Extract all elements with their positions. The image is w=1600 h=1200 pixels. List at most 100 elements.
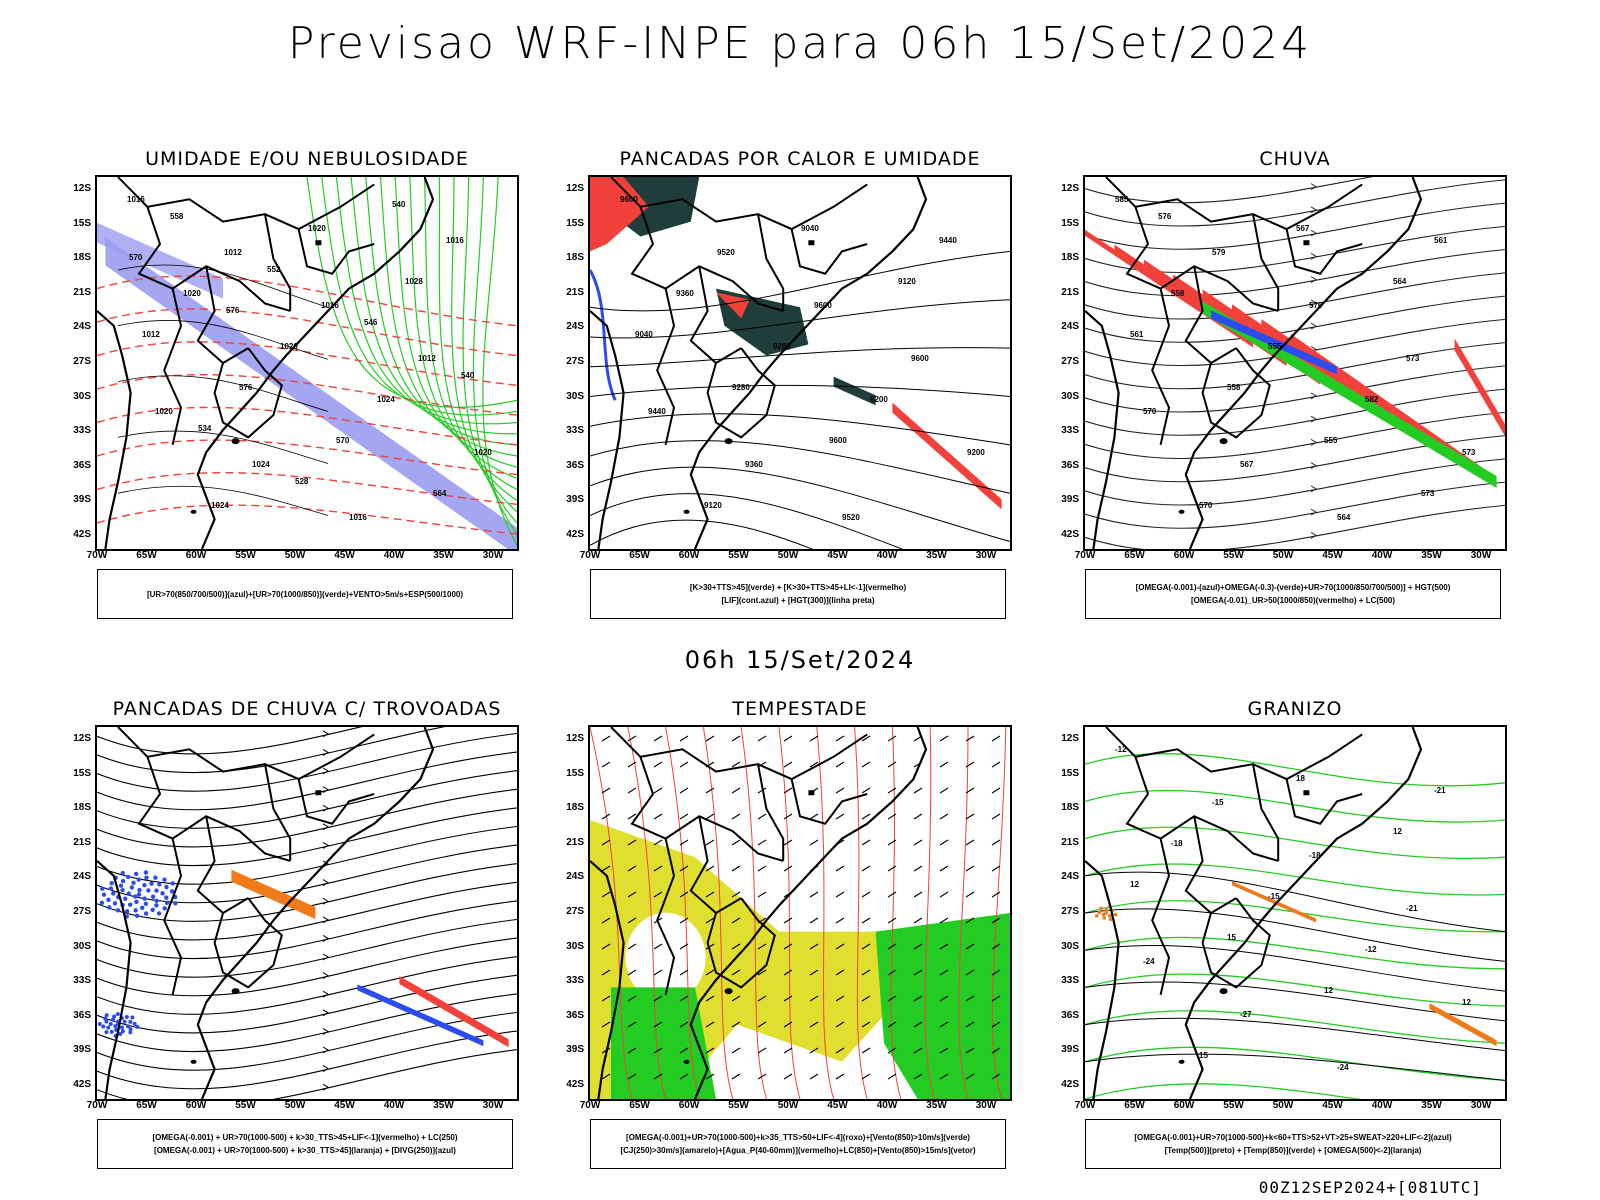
contour-label: 1024 [377, 395, 395, 404]
lat-tick-label: 39S [566, 1044, 584, 1056]
lat-tick-label: 15S [1061, 767, 1079, 779]
panel-title: PANCADAS DE CHUVA C/ TROVOADAS [112, 698, 502, 720]
contour-label: -12 [1365, 945, 1377, 954]
lat-tick-label: 12S [1061, 733, 1079, 744]
contour-label: 1024 [211, 501, 229, 510]
map-granizo: -12 -15 -18 -21 -24 -27 -24 -21 -18 -15 -12 12 15 18 1… [1083, 725, 1507, 1101]
lon-tick-label: 55W [1223, 1100, 1244, 1111]
lat-tick-label: 30S [73, 940, 91, 952]
contour-label: 1020 [308, 224, 326, 233]
legend-line: [OMEGA(-0.001)+UR>70(1000-500)+k>35_TTS>… [626, 1133, 970, 1142]
legend-line: [Temp(500)](preto) + [Temp(850)](verde) … [1164, 1146, 1422, 1155]
lon-tick-label: 65W [136, 1100, 157, 1111]
lon-tick-label: 35W [926, 1100, 947, 1111]
lat-tick-label: 30S [566, 940, 584, 952]
map-canvas: 9600 9520 9600 9600 9440 9360 9520 9440 9360 9280… [590, 177, 1010, 549]
contour-label: 561 [1130, 330, 1144, 339]
map-canvas: 1016 1012 1016 1012 1020 1024 1016 1016 1020 1020… [97, 177, 517, 549]
map-canvas [97, 727, 517, 1099]
lat-tick-label: 36S [73, 1009, 91, 1021]
lat-tick-label: 33S [1061, 975, 1079, 987]
lon-tick-label: 45W [1322, 1100, 1343, 1111]
lat-tick-label: 21S [1061, 286, 1079, 298]
lon-tick-label: 45W [334, 550, 355, 561]
lat-tick-label: 36S [566, 1009, 584, 1021]
map-canvas: 585 579 576 573 570 567 564 561 558 555 582 573 570 5… [1085, 177, 1505, 549]
lon-tick-label: 45W [1322, 550, 1343, 561]
map-canvas: -12 -15 -18 -21 -24 -27 -24 -21 -18 -15 -12 12 15 18 1… [1085, 727, 1505, 1099]
panel-title: TEMPESTADE [732, 698, 868, 720]
contour-label: 9200 [870, 395, 888, 404]
lat-tick-label: 36S [73, 459, 91, 471]
panel-title: UMIDADE E/OU NEBULOSIDADE [145, 148, 469, 170]
legend-line: [OMEGA(-0.001) + UR>70(1000-500) + k>30_… [152, 1133, 458, 1142]
lon-tick-label: 45W [334, 1100, 355, 1111]
lat-tick-label: 30S [73, 390, 91, 402]
contour-label: 1016 [321, 301, 339, 310]
lat-tick-label: 30S [566, 390, 584, 402]
contour-label: 1016 [127, 195, 145, 204]
lat-tick-label: 39S [1061, 1044, 1079, 1056]
contour-label: 9440 [648, 407, 666, 416]
contour-label: 576 [239, 383, 253, 392]
contour-label: 585 [1115, 195, 1129, 204]
contour-label: 582 [1365, 395, 1379, 404]
contour-label: 555 [1268, 342, 1282, 351]
lat-tick-label: 33S [73, 425, 91, 437]
lat-tick-label: 30S [1061, 940, 1079, 952]
lon-tick-label: 30W [975, 1100, 997, 1111]
lat-tick-label: 18S [73, 802, 91, 814]
lat-tick-label: 24S [566, 321, 584, 333]
contour-label: 9520 [717, 248, 735, 257]
lat-tick-label: 12S [73, 183, 91, 194]
lat-tick-label: 24S [73, 871, 91, 883]
contour-label: -18 [1171, 839, 1183, 848]
lat-tick-label: 15S [1061, 217, 1079, 229]
lon-tick-label: 65W [136, 550, 157, 561]
contour-label: 1012 [142, 330, 160, 339]
contour-label: 12 [1130, 880, 1139, 889]
lat-tick-label: 21S [73, 836, 91, 848]
lat-tick-label: 15S [566, 217, 584, 229]
lat-tick-label: 27S [73, 356, 91, 367]
lat-tick-label: 18S [566, 802, 584, 814]
lon-tick-label: 65W [1124, 550, 1145, 561]
contour-label: 573 [1421, 489, 1435, 498]
lat-tick-label: 39S [566, 494, 584, 506]
lon-tick-label: 60W [185, 550, 207, 561]
lon-tick-label: 60W [1173, 550, 1195, 561]
lon-tick-label: 70W [1074, 1100, 1096, 1111]
lon-tick-label: 65W [1124, 1100, 1145, 1111]
contour-label: 15 [1227, 933, 1236, 942]
lat-tick-label: 21S [566, 286, 584, 298]
lat-tick-label: 27S [1061, 906, 1079, 917]
contour-label: 9280 [773, 342, 791, 351]
panel-title: PANCADAS POR CALOR E UMIDADE [619, 148, 981, 170]
contour-label: 9120 [704, 501, 722, 510]
lat-tick-label: 33S [1061, 425, 1079, 437]
contour-label: 576 [226, 306, 240, 315]
lat-tick-label: 39S [73, 494, 91, 506]
lon-tick-label: 35W [433, 550, 454, 561]
contour-label: 9040 [635, 330, 653, 339]
contour-label: 528 [295, 477, 309, 486]
contour-label: 573 [1462, 448, 1476, 457]
legend-line: [LIF](cont.azul) + [HGT(300)](linha pret… [721, 596, 875, 605]
contour-label: 1020 [474, 448, 492, 457]
contour-label: 1020 [280, 342, 298, 351]
lon-tick-label: 40W [1371, 1100, 1393, 1111]
contour-label: 9440 [939, 236, 957, 245]
lat-tick-label: 12S [566, 183, 584, 194]
lon-tick-label: 60W [185, 1100, 207, 1111]
contour-label: 1012 [224, 248, 242, 257]
lon-tick-label: 60W [678, 1100, 700, 1111]
lat-tick-label: 12S [1061, 183, 1079, 194]
contour-label: 558 [1171, 289, 1185, 298]
contour-label: 9360 [676, 289, 694, 298]
lon-tick-label: 70W [86, 550, 108, 561]
contour-label: 1020 [183, 289, 201, 298]
contour-label: 564 [433, 489, 447, 498]
legend-line: [OMEGA(-0.001) + UR>70(1000-500) + k>30_… [154, 1146, 456, 1155]
lon-tick-label: 50W [777, 1100, 799, 1111]
contour-label: 12 [1393, 827, 1402, 836]
